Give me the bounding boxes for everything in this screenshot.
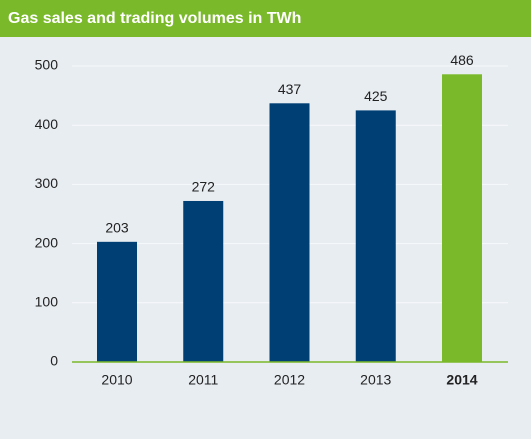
y-tick-label: 0 [50,353,58,369]
bar [442,74,482,363]
bar [97,241,137,362]
y-tick-label: 200 [35,234,59,250]
value-label: 425 [364,88,388,104]
bar [269,103,310,363]
y-tick-label: 100 [35,294,59,310]
bar [183,200,224,362]
title-bar [0,0,531,37]
value-label: 203 [105,220,129,236]
y-tick-label: 400 [35,116,59,132]
x-tick-label: 2012 [274,372,305,388]
y-tick-label: 500 [35,57,59,73]
x-tick-label: 2011 [188,372,218,388]
value-label: 272 [192,179,216,195]
x-tick-label: 2010 [101,372,132,388]
x-tick-label: 2013 [360,372,391,388]
bar [355,110,396,363]
y-tick-label: 300 [35,175,59,191]
value-label: 486 [450,52,474,68]
x-tick-label: 2014 [446,372,477,388]
chart-title: Gas sales and trading volumes in TWh [8,10,301,27]
value-label: 437 [278,81,302,97]
